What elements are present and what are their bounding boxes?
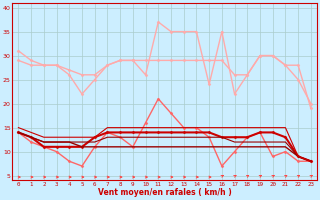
- X-axis label: Vent moyen/en rafales ( km/h ): Vent moyen/en rafales ( km/h ): [98, 188, 231, 197]
